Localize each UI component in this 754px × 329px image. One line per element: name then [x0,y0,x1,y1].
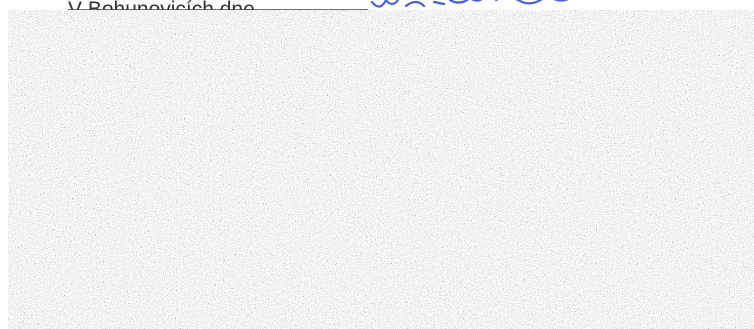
noise-region [8,10,754,329]
handwriting [370,0,569,8]
